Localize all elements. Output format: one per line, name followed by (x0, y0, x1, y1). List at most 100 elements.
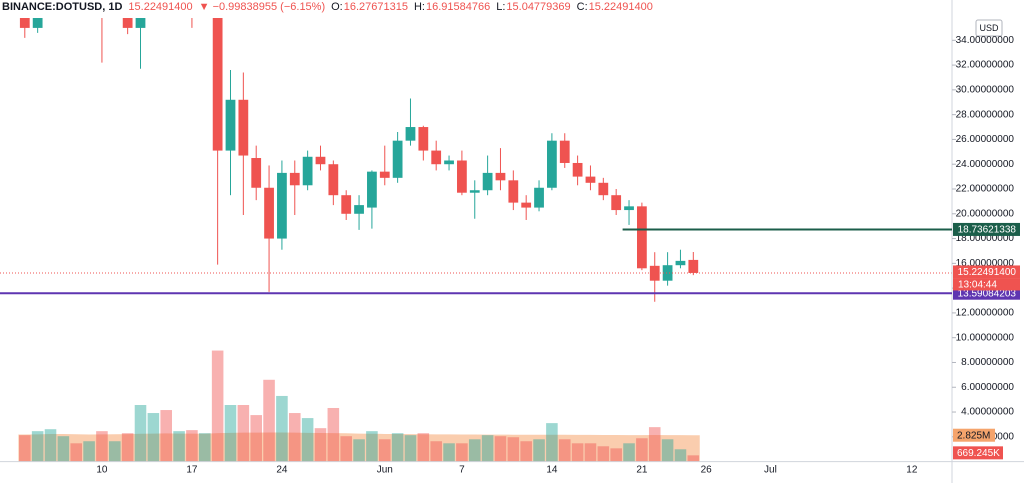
volume-bar (83, 441, 95, 462)
volume-bar (263, 379, 275, 462)
volume-bar (224, 405, 237, 462)
level-label: 18.73621338 (958, 225, 1017, 236)
candle-body (521, 202, 532, 208)
volume-ma-label: 2.825M (957, 430, 990, 441)
x-tick-label: 26 (701, 465, 713, 476)
volume-bar (430, 441, 442, 462)
y-tick-label: 18.00000000 (956, 233, 1015, 244)
y-tick-label: 10.00000000 (956, 332, 1015, 343)
ohlc-label: L: (496, 1, 506, 13)
ohlc-label: C: (576, 1, 588, 13)
candle-body (212, 18, 223, 151)
volume-bar (198, 433, 211, 462)
y-tick-label: 24.00000000 (956, 159, 1015, 170)
candle-body (444, 160, 454, 165)
candle-body (392, 140, 403, 178)
candle-body (469, 190, 480, 193)
last-price-label: 15.22491400 (958, 267, 1017, 278)
volume-bar (353, 439, 365, 462)
ohlc-label: H: (413, 1, 425, 13)
countdown: 13:04:44 (958, 280, 997, 291)
ohlc-label: O: (331, 1, 343, 13)
volume-bar (109, 441, 121, 462)
volume-bar (610, 448, 622, 462)
candle-body (238, 99, 249, 156)
price: 15.22491400 (128, 1, 193, 13)
plot-area (0, 18, 952, 462)
y-tick-label: 8.00000000 (961, 357, 1014, 368)
x-tick-label: 21 (636, 465, 648, 476)
volume-bar (494, 436, 507, 462)
candle-body (611, 195, 622, 211)
candle-body (289, 172, 300, 186)
volume-bar (443, 443, 455, 462)
volume-bar (237, 405, 250, 462)
volume-bar (70, 443, 83, 462)
candle-body (662, 265, 673, 281)
volume-bar (186, 430, 198, 462)
candle-body (431, 150, 442, 165)
volume-bar (520, 441, 532, 462)
candle-body (598, 182, 609, 196)
candle-body (418, 127, 429, 151)
volume-bar (378, 439, 391, 462)
volume-bar (468, 439, 481, 462)
candle-body (32, 18, 43, 28)
candle-body (354, 205, 364, 214)
candle-body (624, 206, 634, 211)
volume-bar (404, 435, 417, 462)
volume-bar (558, 439, 571, 462)
volume-bar (121, 433, 134, 462)
y-tick-label: 16.00000000 (956, 258, 1015, 269)
y-tick-label: 30.00000000 (956, 85, 1015, 96)
candle-body (341, 195, 352, 214)
volume-ma-area (18, 432, 700, 462)
candle-body (559, 140, 570, 163)
y-tick-label: 28.00000000 (956, 109, 1015, 120)
volume-bar (314, 428, 327, 462)
volume-bar (31, 431, 44, 462)
last-price-label-box (953, 265, 1020, 279)
candle-body (251, 158, 262, 188)
volume-bar (417, 433, 430, 462)
x-tick-label: 12 (906, 465, 918, 476)
volume-bar (507, 437, 520, 462)
candle-body (225, 99, 236, 151)
volume-bar (456, 443, 468, 462)
candle-body (636, 206, 647, 269)
volume-bar (301, 418, 314, 462)
volume-bar (687, 455, 700, 462)
header: BINANCE:DOTUSD, 1D 15.22491400 ▼ −0.9983… (2, 1, 659, 13)
volume-bar (597, 446, 610, 462)
candle-body (302, 156, 313, 186)
volume-bar (661, 439, 674, 462)
candle-body (315, 156, 326, 165)
ohlc: O:16.27671315 H:16.91584766 L:15.04779369 C… (331, 1, 659, 13)
ohlc-value: 16.27671315 (343, 1, 408, 13)
candle-body (688, 259, 699, 273)
volume-bar (250, 415, 262, 462)
candle-body (277, 172, 287, 239)
candle-body (495, 172, 506, 181)
y-tick-label: 4.00000000 (961, 407, 1014, 418)
countdown-box (953, 278, 1020, 291)
candle-body (328, 164, 339, 196)
volume-label: 669.245K (957, 448, 1000, 459)
volume-bar (546, 423, 558, 462)
y-tick-label: 20.00000000 (956, 208, 1015, 219)
volume-bar (571, 443, 584, 462)
level-label: 13.59084203 (958, 288, 1017, 299)
candle-body (508, 180, 519, 203)
y-tick-label: 32.00000000 (956, 60, 1015, 71)
candle-body (367, 171, 377, 208)
change: ▼ −0.99838955 (−6.15%) (198, 1, 326, 13)
volume-bar (134, 405, 147, 462)
volume-bar (211, 350, 224, 462)
volume-bar (533, 439, 545, 462)
volume-bar (160, 410, 172, 462)
currency-box (975, 19, 1003, 37)
ohlc-value: 15.04779369 (506, 1, 571, 13)
ohlc-value: 15.22491400 (588, 1, 653, 13)
